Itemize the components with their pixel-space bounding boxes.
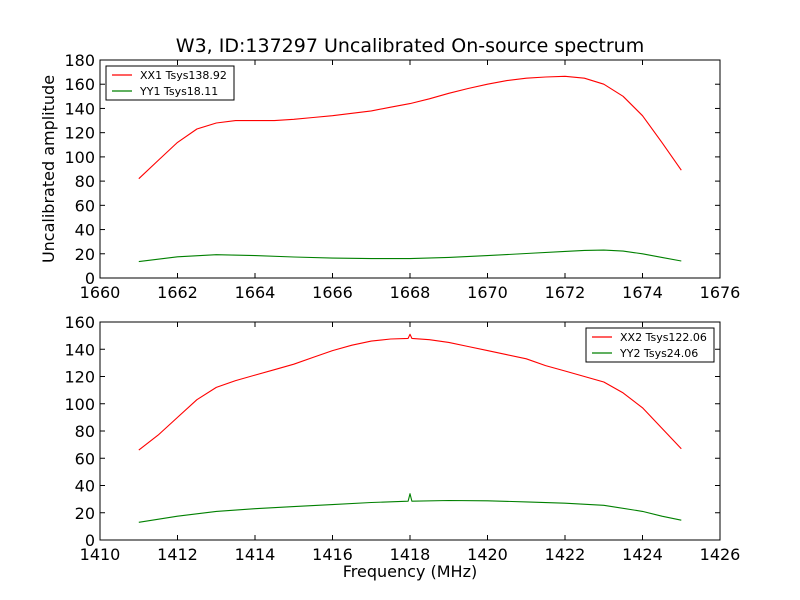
y-tick-label: 100: [64, 395, 95, 414]
y-tick-label: 160: [64, 75, 95, 94]
x-axis-label: Frequency (MHz): [343, 562, 477, 581]
y-tick-label: 40: [75, 477, 95, 496]
x-tick-label: 1424: [622, 545, 663, 564]
x-tick-label: 1668: [390, 283, 431, 302]
y-tick-label: 20: [75, 504, 95, 523]
y-tick-label: 0: [85, 269, 95, 288]
series-line-1-1: [138, 493, 682, 523]
y-tick-label: 120: [64, 368, 95, 387]
legend-label: YY1 Tsys18.11: [139, 85, 218, 98]
chart-title: W3, ID:137297 Uncalibrated On-source spe…: [176, 35, 644, 57]
y-tick-label: 140: [64, 340, 95, 359]
top-plot: 1660 1662 1664 1666 1668 1670 1672 1674 1676 0 20 4…: [64, 51, 740, 302]
bottom-plot: 1410 1412 1414 1416 1418 1420 1422 1424 1426 0 20 4…: [64, 313, 740, 564]
x-tick-label: 1664: [235, 283, 276, 302]
x-tick-label: 1674: [622, 283, 663, 302]
y-tick-label: 40: [75, 221, 95, 240]
x-tick-label: 1414: [235, 545, 276, 564]
x-tick-label: 1666: [312, 283, 353, 302]
y-tick-label: 60: [75, 449, 95, 468]
series-line-0-1: [138, 249, 682, 263]
y-tick-label: 0: [85, 531, 95, 550]
x-tick-label: 1410: [80, 545, 121, 564]
y-tick-label: 60: [75, 196, 95, 215]
series-line-0-0: [138, 75, 682, 180]
y-tick-label: 180: [64, 51, 95, 70]
x-tick-label: 1662: [157, 283, 198, 302]
x-tick-label: 1422: [545, 545, 586, 564]
x-tick-label: 1672: [545, 283, 586, 302]
y-tick-label: 120: [64, 124, 95, 143]
y-axis-label: Uncalibrated amplitude: [39, 75, 58, 263]
series-line-1-0: [138, 333, 682, 451]
x-tick-label: 1426: [700, 545, 741, 564]
x-tick-label: 1670: [467, 283, 508, 302]
legend-label: XX2 Tsys122.06: [620, 331, 707, 344]
x-tick-label: 1676: [700, 283, 741, 302]
y-tick-label: 20: [75, 245, 95, 264]
legend-label: XX1 Tsys138.92: [140, 69, 227, 82]
x-tick-label: 1412: [157, 545, 198, 564]
y-tick-label: 100: [64, 148, 95, 167]
legend: XX1 Tsys138.92 YY1 Tsys18.11: [105, 65, 235, 101]
y-tick-label: 80: [75, 422, 95, 441]
x-tick-label: 1420: [467, 545, 508, 564]
y-tick-label: 80: [75, 172, 95, 191]
legend: XX2 Tsys122.06 YY2 Tsys24.06: [585, 327, 715, 363]
legend-box: [105, 65, 235, 101]
x-tick-label: 1418: [390, 545, 431, 564]
x-tick-label: 1660: [80, 283, 121, 302]
legend-box: [585, 327, 715, 363]
y-tick-label: 140: [64, 99, 95, 118]
x-tick-label: 1416: [312, 545, 353, 564]
legend-label: YY2 Tsys24.06: [619, 347, 698, 360]
y-tick-label: 160: [64, 313, 95, 332]
